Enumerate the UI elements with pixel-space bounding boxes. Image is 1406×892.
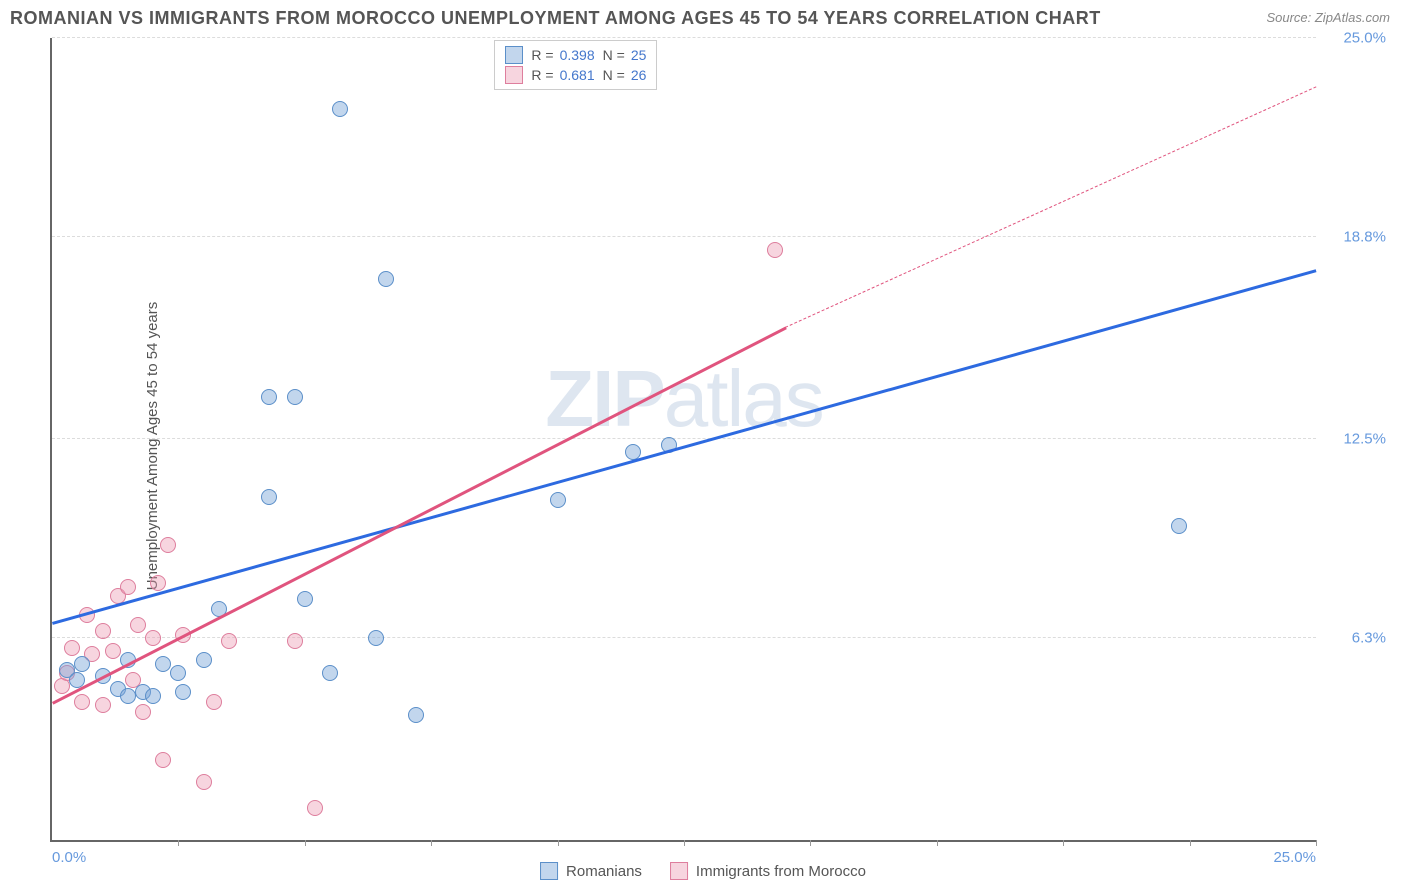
- legend-item-romanians: Romanians: [540, 862, 642, 880]
- y-tick-label: 18.8%: [1326, 228, 1386, 245]
- x-tick: [1190, 840, 1191, 846]
- x-tick-label: 0.0%: [52, 849, 86, 866]
- y-tick-label: 6.3%: [1326, 629, 1386, 646]
- scatter-point-romanians: [368, 630, 384, 646]
- trendline-morocco: [52, 327, 786, 705]
- scatter-point-morocco: [120, 579, 136, 595]
- chart-container: ROMANIAN VS IMMIGRANTS FROM MOROCCO UNEM…: [0, 0, 1406, 892]
- legend-swatch-morocco: [505, 66, 523, 84]
- gridline: 12.5%: [52, 438, 1316, 439]
- x-tick-label: 25.0%: [1273, 849, 1316, 866]
- scatter-point-morocco: [287, 633, 303, 649]
- scatter-point-morocco: [95, 623, 111, 639]
- scatter-point-romanians: [1171, 518, 1187, 534]
- scatter-point-romanians: [550, 492, 566, 508]
- scatter-point-romanians: [261, 489, 277, 505]
- x-tick: [558, 840, 559, 846]
- legend-swatch-romanians: [540, 862, 558, 880]
- x-tick: [431, 840, 432, 846]
- scatter-point-romanians: [297, 591, 313, 607]
- x-tick: [178, 840, 179, 846]
- scatter-point-romanians: [155, 656, 171, 672]
- legend-swatch-romanians: [505, 46, 523, 64]
- x-tick: [810, 840, 811, 846]
- stats-legend: R = 0.398 N = 25 R = 0.681 N = 26: [494, 40, 657, 90]
- scatter-point-morocco: [135, 704, 151, 720]
- scatter-point-romanians: [170, 665, 186, 681]
- scatter-point-morocco: [767, 242, 783, 258]
- source-label: Source: ZipAtlas.com: [1266, 10, 1390, 25]
- x-tick: [937, 840, 938, 846]
- scatter-point-morocco: [74, 694, 90, 710]
- scatter-point-romanians: [378, 271, 394, 287]
- y-tick-label: 12.5%: [1326, 431, 1386, 448]
- stats-row-romanians: R = 0.398 N = 25: [505, 45, 646, 65]
- plot-area: ZIPatlas R = 0.398 N = 25 R = 0.681: [50, 38, 1316, 842]
- x-tick: [305, 840, 306, 846]
- scatter-point-morocco: [206, 694, 222, 710]
- scatter-point-morocco: [105, 643, 121, 659]
- legend-item-morocco: Immigrants from Morocco: [670, 862, 866, 880]
- legend-swatch-morocco: [670, 862, 688, 880]
- scatter-point-romanians: [145, 688, 161, 704]
- x-tick: [1316, 840, 1317, 846]
- gridline: 25.0%: [52, 37, 1316, 38]
- x-tick: [1063, 840, 1064, 846]
- scatter-point-morocco: [221, 633, 237, 649]
- y-tick-label: 25.0%: [1326, 30, 1386, 47]
- scatter-point-morocco: [95, 697, 111, 713]
- scatter-point-romanians: [196, 652, 212, 668]
- series-legend: Romanians Immigrants from Morocco: [540, 862, 866, 880]
- stats-row-morocco: R = 0.681 N = 26: [505, 65, 646, 85]
- scatter-point-morocco: [160, 537, 176, 553]
- scatter-point-romanians: [408, 707, 424, 723]
- scatter-point-romanians: [120, 688, 136, 704]
- scatter-point-morocco: [130, 617, 146, 633]
- scatter-point-romanians: [287, 389, 303, 405]
- scatter-point-morocco: [307, 800, 323, 816]
- scatter-point-romanians: [332, 101, 348, 117]
- scatter-point-romanians: [175, 684, 191, 700]
- scatter-point-morocco: [145, 630, 161, 646]
- gridline: 6.3%: [52, 637, 1316, 638]
- gridline: 18.8%: [52, 236, 1316, 237]
- x-tick: [684, 840, 685, 846]
- scatter-point-morocco: [64, 640, 80, 656]
- scatter-point-morocco: [155, 752, 171, 768]
- scatter-point-romanians: [261, 389, 277, 405]
- trendline-romanians: [52, 269, 1317, 625]
- chart-title: ROMANIAN VS IMMIGRANTS FROM MOROCCO UNEM…: [10, 8, 1101, 29]
- scatter-point-romanians: [74, 656, 90, 672]
- scatter-point-morocco: [196, 774, 212, 790]
- scatter-point-morocco: [150, 575, 166, 591]
- scatter-point-romanians: [322, 665, 338, 681]
